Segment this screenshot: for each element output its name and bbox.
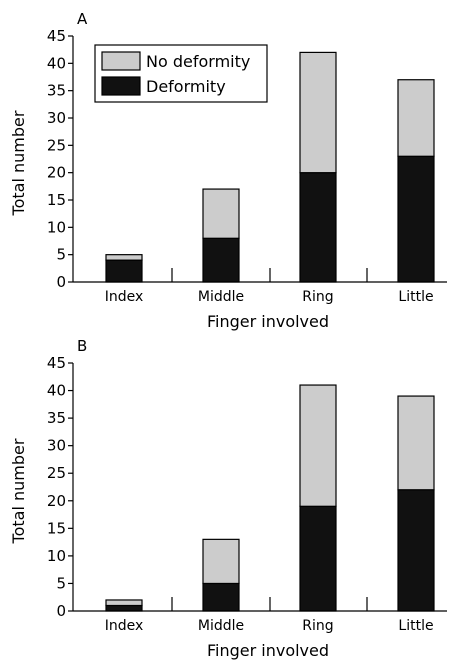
y-axis-title: Total number [9,438,28,544]
legend-label-deformity: Deformity [146,77,226,96]
legend: No deformity Deformity [94,44,268,103]
y-tick-label: 35 [47,82,66,100]
x-tick-label-index: Index [105,289,144,305]
bar-ring-no-deformity [299,51,337,174]
panel-b: B 0 5 10 15 20 25 30 35 40 45 Index Middle Ring Little… [9,337,447,660]
bar-middle-deformity [202,582,240,612]
y-tick-label: 45 [47,354,66,372]
x-tick-label-ring: Ring [302,289,333,305]
y-tick-label: 30 [47,109,66,127]
bar-little-deformity [397,155,435,283]
y-tick-label: 0 [56,273,66,291]
y-tick-label: 30 [47,437,66,455]
legend-swatch-deformity [101,76,141,96]
panel-a: A 0 5 10 15 20 25 30 35 40 45 Index Middle Ring Little… [9,10,447,331]
bar-index-deformity [105,604,143,612]
y-tick-label: 20 [47,164,66,182]
y-tick-label: 10 [47,547,66,565]
bar-little-deformity [397,489,435,612]
y-tick-label: 20 [47,492,66,510]
y-tick-label: 40 [47,382,66,400]
bar-middle-no-deformity [202,538,240,585]
x-tick-label-little: Little [398,289,433,305]
y-tick-label: 0 [56,602,66,620]
bar-index-no-deformity [105,254,143,261]
x-tick-label-middle: Middle [198,618,244,634]
bar-middle-deformity [202,237,240,283]
y-tick-label: 5 [56,574,66,592]
y-tick-label: 25 [47,136,66,154]
panel-label: A [77,10,88,28]
y-axis-title: Total number [9,110,28,216]
y-tick-label: 10 [47,218,66,236]
x-tick-label-middle: Middle [198,289,244,305]
y-tick-label: 15 [47,191,66,209]
bar-little-no-deformity [397,79,435,157]
x-tick-label-ring: Ring [302,618,333,634]
y-tick-label: 45 [47,27,66,45]
bar-ring-no-deformity [299,384,337,507]
x-axis-title: Finger involved [207,312,329,331]
panel-label: B [77,337,87,355]
bar-index-deformity [105,259,143,283]
y-tick-label: 25 [47,464,66,482]
bar-middle-no-deformity [202,188,240,239]
y-tick-label: 5 [56,246,66,264]
bar-little-no-deformity [397,395,435,491]
y-tick-label: 15 [47,519,66,537]
bar-ring-deformity [299,505,337,612]
y-tick-label: 35 [47,409,66,427]
y-tick-label: 40 [47,54,66,72]
x-tick-label-little: Little [398,618,433,634]
bar-index-no-deformity [105,599,143,607]
x-axis-title: Finger involved [207,641,329,660]
legend-swatch-no-deformity [101,51,141,71]
legend-label-no-deformity: No deformity [146,52,250,71]
bar-ring-deformity [299,172,337,283]
x-tick-label-index: Index [105,618,144,634]
